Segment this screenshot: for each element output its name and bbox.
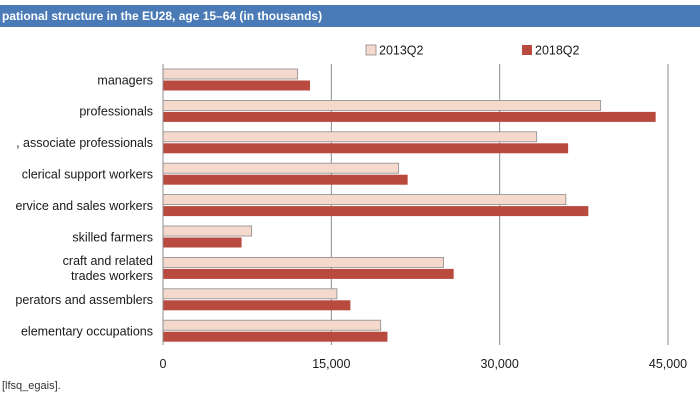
bar-2018Q2: [163, 111, 656, 122]
legend-label: 2018Q2: [535, 44, 580, 58]
bar-2018Q2: [163, 80, 311, 91]
bar-2013Q2: [162, 319, 382, 331]
legend-swatch: [522, 45, 532, 55]
bar-2018Q2: [163, 237, 242, 248]
bar-2013Q2: [162, 162, 400, 174]
category-label: trades workers: [71, 269, 153, 283]
category-label: professionals: [79, 105, 153, 119]
category-label: craft and related: [63, 254, 153, 268]
category-label: perators and assemblers: [15, 293, 153, 307]
bar-2018Q2: [163, 300, 351, 311]
x-tick-label: 30,000: [481, 357, 519, 371]
bar-2018Q2: [163, 331, 388, 342]
bar-2013Q2: [162, 100, 602, 111]
chart-title-bar: pational structure in the EU28, age 15–6…: [0, 5, 700, 27]
bar-2018Q2: [163, 206, 589, 217]
source-note: [lfsq_egais].: [2, 380, 61, 392]
bar-2013Q2: [162, 131, 538, 143]
bar-2018Q2: [163, 143, 569, 154]
chart-title: pational structure in the EU28, age 15–6…: [2, 9, 323, 23]
bar-2018Q2: [163, 268, 454, 279]
bar-2013Q2: [162, 256, 444, 268]
category-label: skilled farmers: [72, 230, 153, 244]
category-label: ervice and sales workers: [15, 199, 153, 213]
legend-label: 2013Q2: [379, 44, 424, 58]
x-tick-label: 45,000: [649, 357, 687, 371]
category-label: managers: [97, 73, 153, 87]
bar-2013Q2: [162, 194, 567, 206]
legend-swatch: [365, 44, 377, 56]
category-label: elementary occupations: [21, 324, 153, 338]
bar-2013Q2: [162, 68, 299, 80]
bar-2013Q2: [162, 225, 253, 237]
bar-2018Q2: [163, 174, 408, 185]
x-tick-label: 0: [160, 357, 167, 371]
category-label: clerical support workers: [22, 167, 153, 181]
bar-2013Q2: [162, 288, 338, 300]
x-tick-label: 15,000: [312, 357, 350, 371]
category-label: , associate professionals: [16, 136, 153, 150]
